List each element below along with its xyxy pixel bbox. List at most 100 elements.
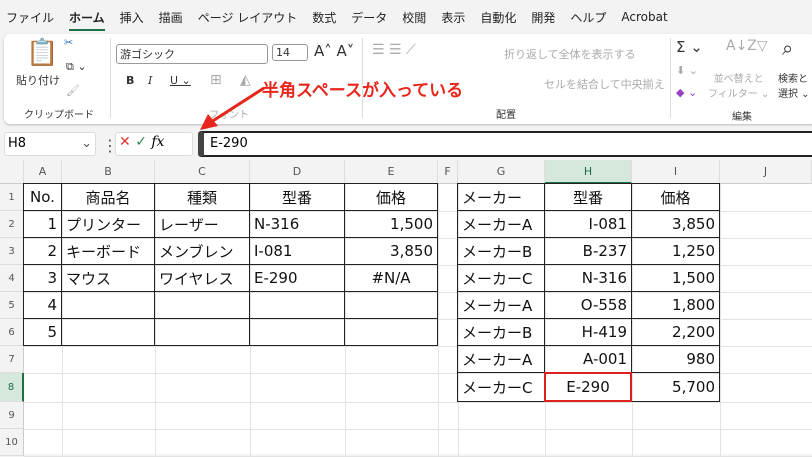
cell[interactable]: A-001 — [544, 345, 632, 373]
row-header-10[interactable]: 10 — [0, 429, 24, 456]
menu-tab[interactable]: ページ レイアウト — [197, 10, 298, 25]
cell[interactable]: N-316 — [249, 210, 345, 238]
bold-button[interactable]: B — [126, 74, 135, 87]
cell[interactable]: H-419 — [544, 318, 632, 346]
row-header-9[interactable]: 9 — [0, 402, 24, 429]
cell[interactable]: 1,250 — [631, 237, 720, 265]
merge-center-button[interactable]: セルを結合して中央揃え — [544, 78, 665, 91]
cell[interactable]: メーカーA — [457, 291, 545, 319]
cell[interactable]: E-290 — [249, 264, 345, 292]
formula-input[interactable]: E-290 — [198, 131, 812, 157]
cell[interactable]: 3,850 — [631, 210, 720, 238]
menu-tab[interactable]: 描画 — [158, 10, 183, 25]
menu-tab[interactable]: 校閲 — [402, 10, 427, 25]
row-header-3[interactable]: 3 — [0, 238, 24, 265]
cell[interactable] — [154, 291, 250, 319]
active-cell-H8[interactable]: E-290 — [544, 372, 632, 402]
cut-icon[interactable]: ✂ — [64, 36, 74, 49]
menu-tab[interactable]: 開発 — [531, 10, 556, 25]
cell[interactable]: メーカーB — [457, 237, 545, 265]
cell[interactable]: I-081 — [249, 237, 345, 265]
cell[interactable]: キーボード — [61, 237, 155, 265]
cell[interactable]: メーカーA — [457, 345, 545, 373]
paste-icon[interactable]: 📋 — [26, 38, 59, 68]
cell[interactable]: N-316 — [544, 264, 632, 292]
row-header-1[interactable]: 1 — [0, 184, 24, 211]
cell[interactable]: メーカー — [457, 183, 545, 211]
menu-tab[interactable]: 数式 — [312, 10, 337, 25]
format-painter-icon[interactable]: 🖌 — [66, 84, 80, 97]
chevron-down-icon[interactable]: ⌄ — [81, 136, 92, 151]
column-header-F[interactable]: F — [438, 160, 458, 184]
underline-button[interactable]: U ⌄ — [170, 74, 191, 87]
row-header-8[interactable]: 8 — [0, 373, 24, 402]
cell[interactable]: メーカーA — [457, 210, 545, 238]
menu-tab[interactable]: データ — [351, 10, 388, 25]
cell[interactable]: 980 — [631, 345, 720, 373]
column-header-A[interactable]: A — [24, 160, 62, 184]
cell[interactable]: 5,700 — [631, 372, 720, 402]
cell[interactable]: 種類 — [154, 183, 250, 211]
font-grow-icon[interactable]: A˄ A˅ — [314, 42, 355, 60]
cell[interactable]: 2 — [23, 237, 62, 265]
fill-color-icon[interactable]: ◭ — [240, 72, 251, 88]
menu-tab[interactable]: Acrobat — [621, 10, 668, 24]
cell[interactable]: 1,800 — [631, 291, 720, 319]
cell[interactable]: レーザー — [154, 210, 250, 238]
cell[interactable]: I-081 — [544, 210, 632, 238]
cell[interactable]: 4 — [23, 291, 62, 319]
cell[interactable]: 2,200 — [631, 318, 720, 346]
row-header-6[interactable]: 6 — [0, 319, 24, 346]
cell[interactable]: O-558 — [544, 291, 632, 319]
cell[interactable]: 1 — [23, 210, 62, 238]
cell[interactable]: 1,500 — [631, 264, 720, 292]
italic-button[interactable]: I — [148, 74, 153, 87]
cell[interactable]: 価格 — [631, 183, 720, 211]
menu-tab[interactable]: 自動化 — [480, 10, 517, 25]
cell[interactable]: メーカーC — [457, 372, 545, 402]
cell[interactable] — [344, 291, 438, 319]
column-header-H[interactable]: H — [545, 160, 632, 184]
cell[interactable] — [154, 318, 250, 346]
name-box[interactable]: H8 ⌄ — [4, 132, 96, 156]
column-header-G[interactable]: G — [458, 160, 545, 184]
row-header-4[interactable]: 4 — [0, 265, 24, 292]
enter-icon[interactable]: ✓ — [135, 134, 147, 150]
row-header-2[interactable]: 2 — [0, 211, 24, 238]
cell[interactable]: メーカーB — [457, 318, 545, 346]
column-header-B[interactable]: B — [62, 160, 155, 184]
clear-icon[interactable]: ◆ ⌄ — [676, 86, 698, 99]
find-select-button[interactable]: 検索と 選択 ⌄ — [778, 74, 810, 100]
cell[interactable]: 5 — [23, 318, 62, 346]
worksheet-grid[interactable]: A B C D E F G H I J 1 2 3 4 5 6 7 8 9 10 No. 商品名 種類 型番 価格 1 プリンターレ… — [0, 160, 812, 457]
insert-function-button[interactable]: fx — [151, 134, 165, 150]
sort-filter-button[interactable]: 並べ替えと フィルター ⌄ — [708, 74, 770, 100]
menu-tab[interactable]: ホーム — [69, 10, 105, 31]
cell[interactable]: 商品名 — [61, 183, 155, 211]
autosum-icon[interactable]: Σ ⌄ — [676, 38, 703, 56]
column-header-C[interactable]: C — [155, 160, 250, 184]
menu-tab[interactable]: ヘルプ — [570, 10, 607, 25]
cell[interactable]: メーカーC — [457, 264, 545, 292]
cell[interactable]: 3 — [23, 264, 62, 292]
cell[interactable]: ワイヤレス — [154, 264, 250, 292]
menu-tab[interactable]: ファイル — [6, 10, 55, 25]
cell[interactable] — [249, 291, 345, 319]
align-icons[interactable]: ☰ ☰ ⟋ — [372, 42, 416, 58]
row-header-5[interactable]: 5 — [0, 292, 24, 319]
copy-icon[interactable]: ⧉ ⌄ — [66, 60, 87, 73]
font-name-select[interactable]: 游ゴシック — [116, 44, 268, 64]
menu-tab[interactable]: 挿入 — [119, 10, 144, 25]
cell[interactable]: #N/A — [344, 264, 438, 292]
cell[interactable]: B-237 — [544, 237, 632, 265]
cell[interactable]: プリンター — [61, 210, 155, 238]
cell[interactable] — [61, 291, 155, 319]
cell[interactable]: 価格 — [344, 183, 438, 211]
column-header-J[interactable]: J — [720, 160, 812, 184]
cell[interactable]: 3,850 — [344, 237, 438, 265]
column-header-E[interactable]: E — [345, 160, 438, 184]
column-header-D[interactable]: D — [250, 160, 345, 184]
row-header-7[interactable]: 7 — [0, 346, 24, 373]
cell[interactable]: マウス — [61, 264, 155, 292]
cell[interactable] — [249, 318, 345, 346]
